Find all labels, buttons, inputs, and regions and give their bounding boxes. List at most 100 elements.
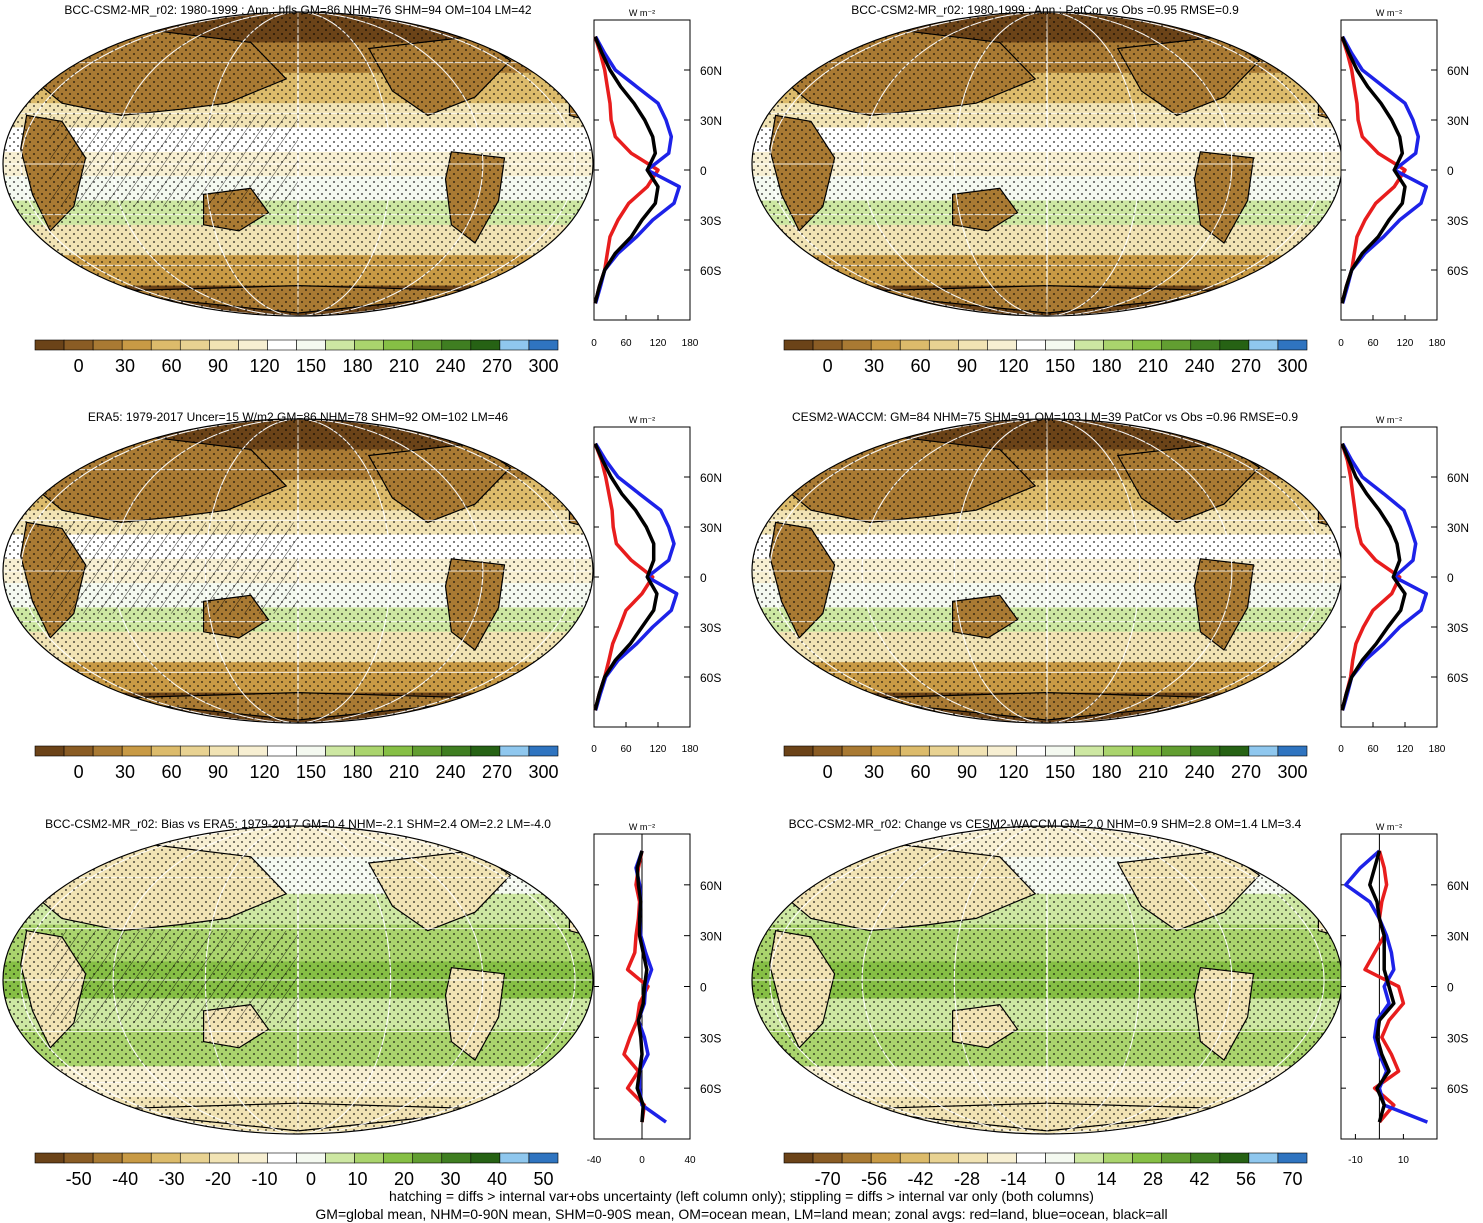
- zonal-ytick-label: 30S: [1447, 621, 1468, 635]
- colorbar-swatch: [470, 1152, 501, 1164]
- zonal-line-all: [1340, 443, 1407, 711]
- hatching: [50, 930, 299, 1024]
- colorbar-swatch: [1132, 745, 1163, 757]
- map-outline: [2, 825, 594, 1135]
- colorbar-tick-label: 150: [1045, 356, 1075, 376]
- zonal-ytick-label: 0: [1447, 571, 1454, 585]
- colorbar-swatch: [812, 745, 843, 757]
- zonal-mean-panel-2: W m⁻² 60N 30N 0 30S 60S 0 60 120 180: [1338, 8, 1469, 349]
- zonal-xtick-label: 120: [650, 338, 667, 349]
- colorbar-swatch: [412, 339, 443, 351]
- colorbar-swatch: [1277, 339, 1308, 351]
- map-title: BCC-CSM2-MR_r02: 1980-1999 : Ann : hfls …: [64, 3, 532, 17]
- colorbar-tick-label: 240: [1184, 762, 1214, 782]
- colorbar-tick-label: 240: [435, 762, 465, 782]
- colorbar-tick-label: 150: [1045, 762, 1075, 782]
- map-field: [3, 12, 593, 316]
- colorbar-tick-label: 70: [1282, 1169, 1302, 1189]
- colorbar-tick-label: 30: [864, 356, 884, 376]
- colorbar-swatch: [34, 745, 65, 757]
- colorbar-5: -50 -40 -30 -20 -10 0 10 20 30 40 50: [34, 1152, 559, 1189]
- zonal-ytick-label: 0: [700, 571, 707, 585]
- colorbar-swatch: [325, 1152, 355, 1164]
- zonal-ytick-label: 30N: [1447, 114, 1469, 128]
- colorbar-swatch: [238, 1152, 268, 1164]
- colorbar-tick-label: 150: [296, 356, 326, 376]
- colorbar-swatch: [296, 339, 326, 351]
- colorbar-swatch: [354, 745, 384, 757]
- colorbar-swatch: [1016, 339, 1046, 351]
- colorbar-tick-label: 300: [1277, 762, 1307, 782]
- map-title: CESM2-WACCM: GM=84 NHM=75 SHM=91 OM=103 …: [792, 410, 1298, 424]
- colorbar-tick-label: -50: [66, 1169, 92, 1189]
- colorbar-tick-label: 30: [115, 356, 135, 376]
- colorbar-swatch: [121, 339, 152, 351]
- colorbar-tick-label: 180: [1091, 356, 1121, 376]
- colorbar-swatch: [441, 339, 472, 351]
- colorbar-tick-label: 0: [74, 356, 84, 376]
- hatching: [50, 115, 299, 207]
- zonal-ytick-label: 30N: [1447, 521, 1469, 535]
- hatching: [50, 522, 299, 614]
- map-outline: [2, 11, 594, 317]
- colorbar-tick-label: 240: [1184, 356, 1214, 376]
- zonal-line-all: [593, 442, 659, 711]
- colorbar-swatch: [1190, 339, 1221, 351]
- colorbar-tick-label: -20: [205, 1169, 231, 1189]
- map-title: ERA5: 1979-2017 Uncer=15 W/m2 GM=86 NHM=…: [88, 410, 509, 424]
- colorbar-tick-label: 300: [1277, 356, 1307, 376]
- map-title: BCC-CSM2-MR_r02: Change vs CESM2-WACCM G…: [789, 817, 1302, 831]
- zonal-xtick-label: 0: [591, 744, 597, 755]
- colorbar-swatch: [1277, 745, 1308, 757]
- zonal-xtick-label: 180: [1429, 744, 1446, 755]
- map-panel-6: BCC-CSM2-MR_r02: Change vs CESM2-WACCM G…: [751, 817, 1343, 1135]
- zonal-mean-panel-1: W m⁻² 60N 30N 0 30S 60S 0 60 120 180: [591, 8, 722, 349]
- colorbar-swatch: [987, 1152, 1017, 1164]
- colorbar-tick-label: 90: [957, 762, 977, 782]
- colorbar-swatch: [1045, 1152, 1075, 1164]
- map-panel-4: CESM2-WACCM: GM=84 NHM=75 SHM=91 OM=103 …: [751, 410, 1343, 724]
- colorbar-swatch: [841, 745, 872, 757]
- colorbar-swatch: [1190, 745, 1221, 757]
- colorbar-swatch: [179, 745, 210, 757]
- colorbar-swatch: [441, 745, 472, 757]
- zonal-ytick-label: 30S: [700, 214, 721, 228]
- zonal-ytick-label: 60N: [700, 471, 722, 485]
- colorbar-tick-label: 270: [1231, 762, 1261, 782]
- colorbar-swatch: [34, 1152, 65, 1164]
- colorbar-1: 0 30 60 90 120 150 180 210 240 270 300: [34, 339, 558, 376]
- colorbar-swatch: [383, 1152, 414, 1164]
- colorbar-swatch: [1103, 339, 1133, 351]
- colorbar-tick-label: 20: [394, 1169, 414, 1189]
- zonal-ytick-label: 60S: [700, 671, 721, 685]
- colorbar-tick-label: 120: [250, 356, 280, 376]
- colorbar-tick-label: 14: [1097, 1169, 1117, 1189]
- zonal-ytick-label: 30S: [1447, 1031, 1468, 1045]
- colorbar-swatch: [528, 745, 559, 757]
- colorbar-tick-label: 120: [250, 762, 280, 782]
- colorbar-swatch: [238, 745, 268, 757]
- zonal-ytick-label: 0: [700, 981, 707, 995]
- colorbar-swatch: [150, 745, 181, 757]
- colorbar-swatch: [1045, 745, 1075, 757]
- colorbar-tick-label: 50: [533, 1169, 553, 1189]
- colorbar-tick-label: -70: [815, 1169, 841, 1189]
- colorbar-swatch: [209, 1152, 239, 1164]
- colorbar-swatch: [92, 339, 123, 351]
- zonal-ytick-label: 60N: [1447, 471, 1469, 485]
- zonal-xtick-label: 0: [1338, 338, 1344, 349]
- colorbar-tick-label: 150: [296, 762, 326, 782]
- colorbar-tick-label: 10: [348, 1169, 368, 1189]
- colorbar-swatch: [92, 745, 123, 757]
- colorbar-swatch: [841, 339, 872, 351]
- colorbar-tick-label: 60: [162, 356, 182, 376]
- colorbar-tick-label: 0: [74, 762, 84, 782]
- zonal-ytick-label: 60S: [1447, 671, 1468, 685]
- zonal-line-land: [593, 36, 660, 304]
- colorbar-swatch: [92, 1152, 123, 1164]
- colorbar-swatch: [325, 745, 355, 757]
- colorbar-swatch: [63, 1152, 94, 1164]
- colorbar-swatch: [783, 745, 814, 757]
- colorbar-swatch: [1161, 745, 1192, 757]
